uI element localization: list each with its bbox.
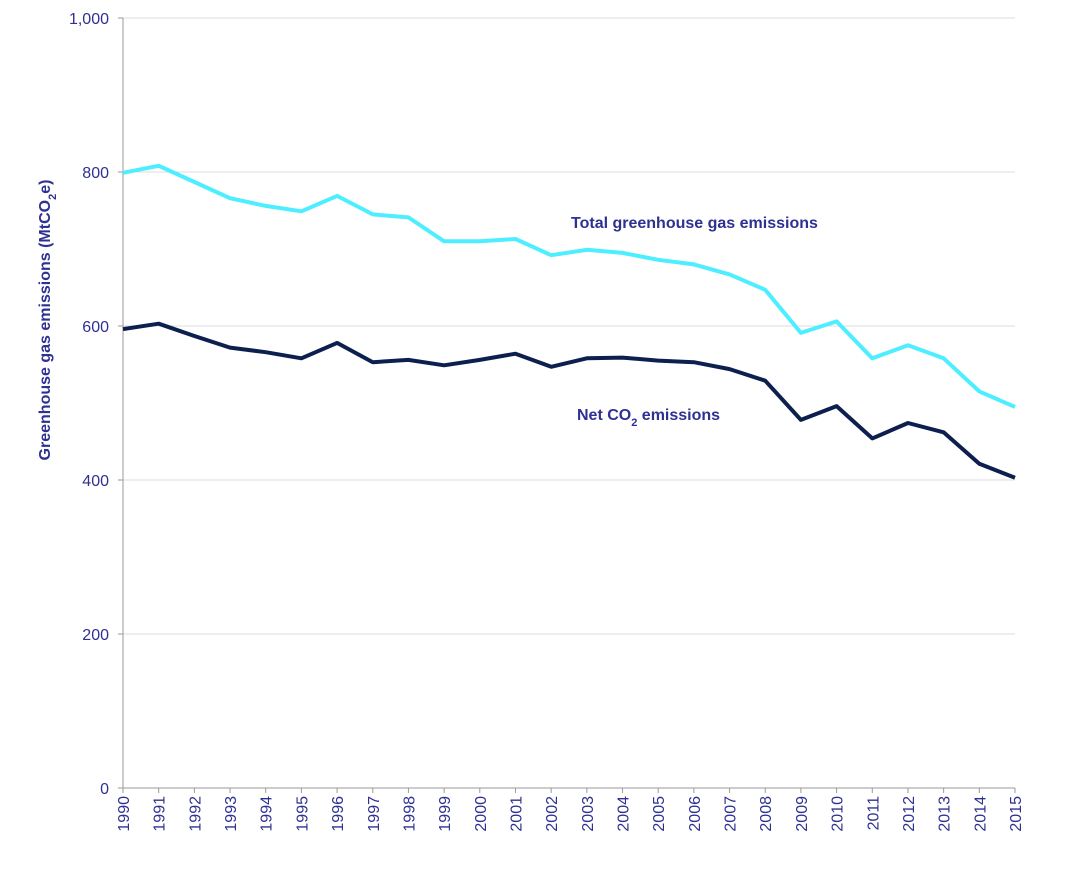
series-lines	[122, 163, 1016, 480]
y-tick-label-600: 600	[82, 319, 109, 336]
x-tick-labels: 1990 1991 1992 1993 1994 1995 1996 1997 1998 1999…	[116, 796, 1025, 832]
y-tick-label-400: 400	[82, 473, 109, 490]
x-tick-label-1997: 1997	[366, 796, 383, 832]
y-axis-label-subscript: 2	[47, 194, 59, 200]
x-tick-label-2012: 2012	[901, 796, 918, 832]
x-tick-label-2008: 2008	[758, 796, 775, 832]
x-tick-label-2011: 2011	[865, 796, 882, 831]
x-tick-label-1990: 1990	[116, 796, 133, 832]
x-tick-label-2000: 2000	[473, 796, 490, 832]
axes	[118, 17, 1016, 793]
x-tick-label-2004: 2004	[616, 796, 633, 832]
y-tick-label-200: 200	[82, 627, 109, 644]
x-tick-label-2003: 2003	[580, 796, 597, 832]
series-line-0	[122, 163, 1016, 409]
series-line-1	[122, 321, 1016, 480]
x-tick-label-2006: 2006	[687, 796, 704, 832]
series-label-net-co2-subscript: 2	[631, 417, 637, 429]
x-tick-label-2009: 2009	[794, 796, 811, 832]
y-tick-label-800: 800	[82, 165, 109, 182]
x-tick-label-1991: 1991	[152, 796, 169, 832]
x-tick-label-2013: 2013	[937, 796, 954, 832]
gridlines	[123, 17, 1015, 635]
x-tick-label-1994: 1994	[259, 796, 276, 832]
y-tick-label-1000: 1,000	[69, 11, 109, 28]
x-tick-label-2015: 2015	[1008, 796, 1025, 832]
y-tick-label-0: 0	[100, 781, 109, 798]
x-tick-label-1992: 1992	[187, 796, 204, 832]
x-tick-label-1999: 1999	[437, 796, 454, 832]
series-label-total-ghg: Total greenhouse gas emissions	[571, 215, 818, 232]
x-tick-label-1993: 1993	[223, 796, 240, 832]
y-tick-labels: 0 200 400 600 800 1,000	[69, 11, 109, 798]
y-axis-label: Greenhouse gas emissions (MtCO2e)	[37, 180, 59, 461]
x-tick-label-1996: 1996	[330, 796, 347, 832]
x-tick-label-2010: 2010	[830, 796, 847, 832]
x-tick-label-2001: 2001	[508, 796, 525, 832]
x-tick-label-2014: 2014	[972, 796, 989, 832]
x-tick-label-2005: 2005	[651, 796, 668, 832]
x-tick-label-2007: 2007	[723, 796, 740, 832]
x-tick-label-1995: 1995	[294, 796, 311, 832]
x-tick-label-1998: 1998	[401, 796, 418, 832]
x-tick-label-2002: 2002	[544, 796, 561, 832]
series-label-net-co2: Net CO2 emissions	[577, 407, 720, 429]
